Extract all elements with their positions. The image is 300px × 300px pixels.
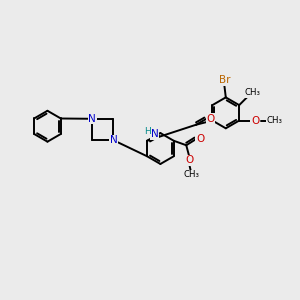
Text: O: O: [206, 114, 215, 124]
Text: N: N: [110, 135, 117, 145]
Text: CH₃: CH₃: [183, 170, 199, 179]
Text: O: O: [185, 155, 194, 165]
Text: H: H: [145, 128, 151, 136]
Text: Br: Br: [219, 76, 230, 85]
Text: CH₃: CH₃: [245, 88, 261, 97]
Text: CH₃: CH₃: [266, 116, 282, 125]
Text: N: N: [88, 114, 96, 124]
Text: O: O: [196, 134, 204, 144]
Text: O: O: [251, 116, 260, 126]
Text: N: N: [151, 129, 158, 139]
